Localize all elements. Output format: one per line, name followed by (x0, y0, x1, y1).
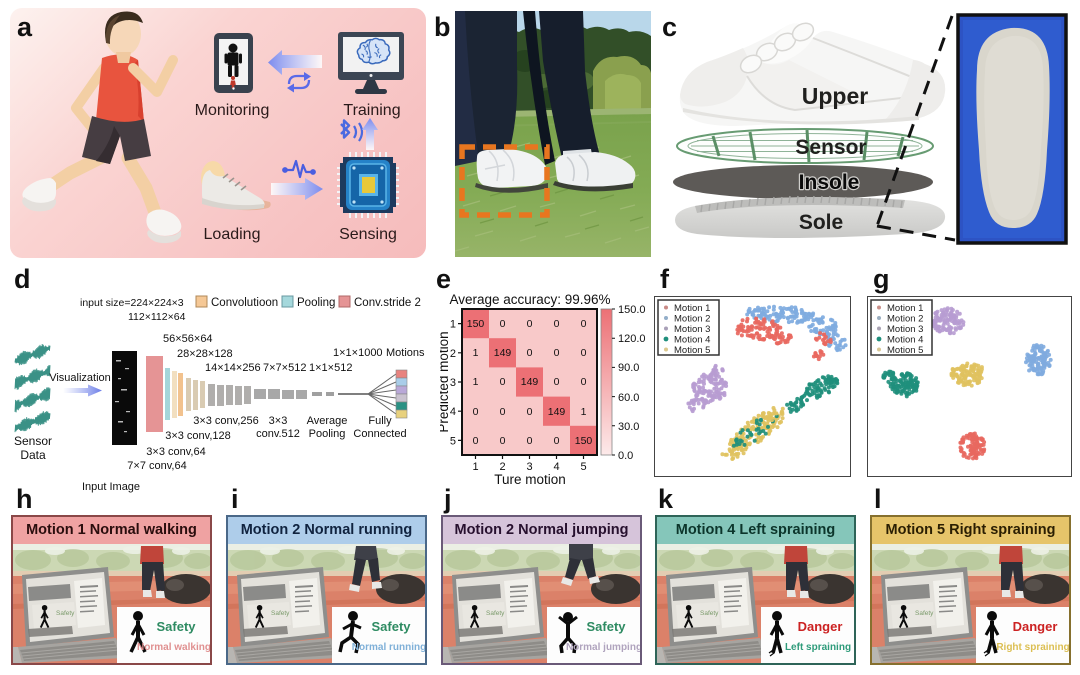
svg-text:1: 1 (472, 461, 478, 473)
svg-text:3×3 conv,256: 3×3 conv,256 (193, 415, 259, 427)
svg-text:30.0: 30.0 (618, 421, 639, 433)
svg-text:Danger: Danger (798, 619, 843, 634)
svg-text:Safety: Safety (586, 619, 626, 634)
svg-text:0: 0 (527, 347, 533, 359)
svg-text:Pooling: Pooling (297, 297, 335, 309)
svg-text:Sole: Sole (799, 211, 843, 234)
svg-text:Sensor: Sensor (795, 136, 866, 159)
svg-text:Insole: Insole (799, 171, 860, 194)
svg-text:2: 2 (450, 348, 456, 360)
svg-text:0: 0 (500, 318, 506, 330)
svg-text:7×7 conv,64: 7×7 conv,64 (127, 460, 186, 472)
svg-text:1×1×512: 1×1×512 (309, 362, 352, 374)
svg-text:Normal running: Normal running (352, 642, 425, 653)
svg-text:Fully: Fully (368, 415, 392, 427)
svg-text:Connected: Connected (353, 428, 406, 440)
svg-text:Normal jumping: Normal jumping (566, 642, 640, 653)
svg-text:1: 1 (473, 376, 479, 388)
svg-text:Average accuracy: 99.96%: Average accuracy: 99.96% (449, 292, 610, 307)
svg-text:4: 4 (450, 406, 456, 418)
svg-text:3×3: 3×3 (269, 415, 288, 427)
svg-text:Motion 2: Motion 2 (887, 314, 923, 325)
svg-text:Average: Average (307, 415, 348, 427)
svg-text:conv.512: conv.512 (256, 428, 300, 440)
svg-text:Pooling: Pooling (309, 428, 346, 440)
svg-text:149: 149 (548, 406, 566, 418)
svg-text:Left spraining: Left spraining (785, 642, 851, 653)
svg-text:Predicted motion: Predicted motion (440, 331, 451, 432)
svg-text:0: 0 (473, 435, 479, 447)
svg-text:3: 3 (526, 461, 532, 473)
svg-text:0: 0 (500, 435, 506, 447)
svg-text:0: 0 (527, 318, 533, 330)
svg-text:Danger: Danger (1013, 619, 1058, 634)
svg-text:1: 1 (581, 406, 587, 418)
svg-text:150: 150 (575, 435, 593, 447)
svg-text:0: 0 (554, 376, 560, 388)
svg-text:Motion 5: Motion 5 (887, 345, 923, 356)
svg-text:Normal walking: Normal walking (137, 642, 210, 653)
svg-text:112×112×64: 112×112×64 (128, 311, 186, 323)
svg-text:5: 5 (580, 461, 586, 473)
svg-text:0: 0 (500, 376, 506, 388)
svg-text:Motion 2: Motion 2 (674, 314, 710, 325)
svg-text:input size=224×224×3: input size=224×224×3 (80, 297, 184, 309)
svg-text:3: 3 (450, 377, 456, 389)
svg-text:0: 0 (581, 376, 587, 388)
svg-text:28×28×128: 28×28×128 (177, 348, 233, 360)
svg-text:Data: Data (20, 448, 46, 462)
svg-text:Conv.stride 2: Conv.stride 2 (354, 297, 421, 309)
svg-text:Sensor: Sensor (14, 434, 52, 448)
svg-text:Input Image: Input Image (82, 481, 140, 493)
svg-text:0: 0 (554, 318, 560, 330)
svg-text:Ture motion: Ture motion (494, 472, 566, 487)
svg-text:Safety: Safety (156, 619, 196, 634)
svg-text:90.0: 90.0 (618, 362, 639, 374)
svg-text:4: 4 (553, 461, 559, 473)
svg-text:150.0: 150.0 (618, 304, 646, 316)
svg-text:0: 0 (554, 435, 560, 447)
svg-text:Safety: Safety (371, 619, 411, 634)
svg-text:Motion 3: Motion 3 (674, 324, 710, 335)
svg-text:Motion 4: Motion 4 (674, 335, 710, 346)
svg-text:7×7×512: 7×7×512 (263, 362, 306, 374)
svg-text:1×1×1000: 1×1×1000 (333, 347, 383, 359)
svg-text:149: 149 (494, 347, 512, 359)
svg-text:5: 5 (450, 435, 456, 447)
svg-text:Motion 1: Motion 1 (674, 303, 710, 314)
svg-text:149: 149 (521, 376, 539, 388)
svg-text:56×56×64: 56×56×64 (163, 333, 213, 345)
svg-text:Motion 5: Motion 5 (674, 345, 710, 356)
svg-text:Upper: Upper (802, 83, 869, 109)
svg-text:0: 0 (554, 347, 560, 359)
svg-text:1: 1 (473, 347, 479, 359)
svg-text:Motion 1: Motion 1 (887, 303, 923, 314)
svg-text:0: 0 (581, 347, 587, 359)
svg-text:Motions: Motions (386, 347, 425, 359)
svg-text:Motion 4: Motion 4 (887, 335, 923, 346)
svg-text:Convolutioon: Convolutioon (211, 297, 278, 309)
svg-text:60.0: 60.0 (618, 392, 639, 404)
svg-text:Motion 3: Motion 3 (887, 324, 923, 335)
svg-text:3×3 conv,128: 3×3 conv,128 (165, 430, 231, 442)
svg-text:0: 0 (473, 406, 479, 418)
svg-text:14×14×256: 14×14×256 (205, 362, 261, 374)
svg-text:150: 150 (467, 318, 485, 330)
svg-text:0.0: 0.0 (618, 450, 633, 462)
svg-text:0: 0 (527, 435, 533, 447)
svg-text:3×3 conv,64: 3×3 conv,64 (146, 446, 205, 458)
svg-text:1: 1 (450, 319, 456, 331)
svg-text:120.0: 120.0 (618, 333, 646, 345)
svg-text:2: 2 (499, 461, 505, 473)
svg-text:0: 0 (581, 318, 587, 330)
svg-text:0: 0 (527, 406, 533, 418)
svg-text:Visualization: Visualization (49, 372, 111, 384)
svg-text:Right spraining: Right spraining (996, 642, 1069, 653)
svg-text:0: 0 (500, 406, 506, 418)
